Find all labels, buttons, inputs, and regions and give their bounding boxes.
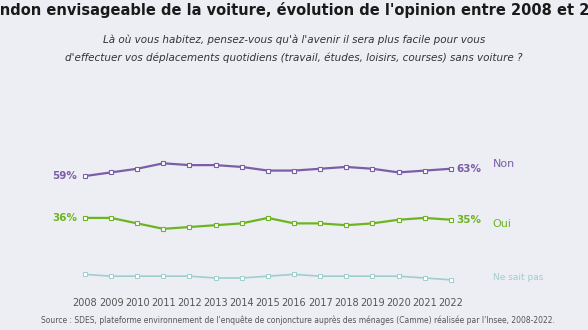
Text: d'effectuer vos déplacements quotidiens (travail, études, loisirs, courses) sans: d'effectuer vos déplacements quotidiens … [65,53,523,63]
Text: Là où vous habitez, pensez-vous qu'à l'avenir il sera plus facile pour vous: Là où vous habitez, pensez-vous qu'à l'a… [103,35,485,45]
Text: 36%: 36% [52,213,77,223]
Text: 63%: 63% [456,164,481,174]
Text: 35%: 35% [456,215,481,225]
Text: Source : SDES, plateforme environnement de l'enquête de conjoncture auprès des m: Source : SDES, plateforme environnement … [41,315,555,325]
Text: Oui: Oui [493,219,512,229]
Text: Ne sait pas: Ne sait pas [493,273,543,281]
Text: Non: Non [493,159,515,169]
Text: Abandon envisageable de la voiture, évolution de l'opinion entre 2008 et 2022: Abandon envisageable de la voiture, évol… [0,2,588,17]
Text: 59%: 59% [52,171,77,181]
